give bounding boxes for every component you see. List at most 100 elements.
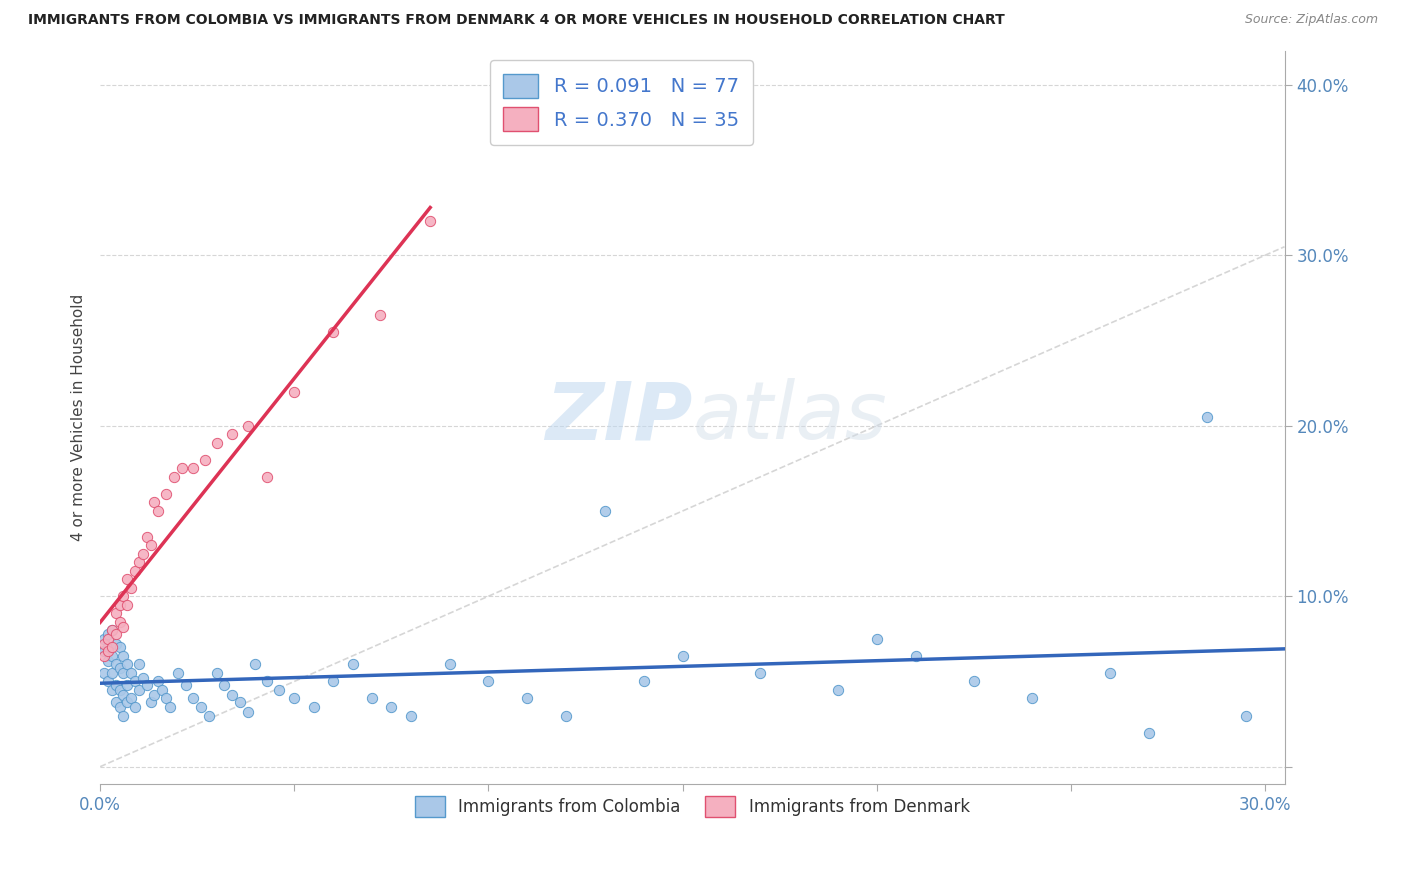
Text: Source: ZipAtlas.com: Source: ZipAtlas.com <box>1244 13 1378 27</box>
Point <box>555 708 578 723</box>
Point <box>633 674 655 689</box>
Point <box>120 581 142 595</box>
Point <box>104 695 127 709</box>
Point <box>155 691 177 706</box>
Point <box>166 665 188 680</box>
Point <box>112 648 135 663</box>
Point <box>148 674 170 689</box>
Point <box>214 678 236 692</box>
Point <box>1098 665 1121 680</box>
Point <box>150 683 173 698</box>
Point <box>124 564 146 578</box>
Point <box>198 708 221 723</box>
Point <box>419 214 441 228</box>
Point <box>143 495 166 509</box>
Point <box>132 671 155 685</box>
Point <box>256 674 278 689</box>
Point <box>101 648 124 663</box>
Point <box>322 674 344 689</box>
Point <box>236 418 259 433</box>
Point <box>342 657 364 672</box>
Point <box>108 615 131 629</box>
Point <box>827 683 849 698</box>
Point <box>93 665 115 680</box>
Point <box>205 665 228 680</box>
Point <box>155 487 177 501</box>
Point <box>104 637 127 651</box>
Point <box>439 657 461 672</box>
Point <box>112 708 135 723</box>
Point <box>128 683 150 698</box>
Point <box>236 705 259 719</box>
Point <box>112 688 135 702</box>
Point <box>866 632 889 646</box>
Point <box>183 691 205 706</box>
Point <box>283 691 305 706</box>
Point <box>108 598 131 612</box>
Point <box>322 325 344 339</box>
Point <box>205 435 228 450</box>
Point <box>221 427 243 442</box>
Point <box>101 683 124 698</box>
Point <box>516 691 538 706</box>
Point <box>97 674 120 689</box>
Point <box>97 640 120 655</box>
Point <box>117 657 139 672</box>
Point <box>112 665 135 680</box>
Point <box>112 589 135 603</box>
Point <box>267 683 290 698</box>
Point <box>229 695 252 709</box>
Point <box>112 620 135 634</box>
Point <box>93 648 115 663</box>
Point <box>256 470 278 484</box>
Point <box>1195 410 1218 425</box>
Point <box>368 308 391 322</box>
Point <box>104 678 127 692</box>
Point <box>399 708 422 723</box>
Text: IMMIGRANTS FROM COLOMBIA VS IMMIGRANTS FROM DENMARK 4 OR MORE VEHICLES IN HOUSEH: IMMIGRANTS FROM COLOMBIA VS IMMIGRANTS F… <box>28 13 1005 28</box>
Legend: Immigrants from Colombia, Immigrants from Denmark: Immigrants from Colombia, Immigrants fro… <box>405 787 980 827</box>
Point <box>593 504 616 518</box>
Point <box>904 648 927 663</box>
Point <box>135 530 157 544</box>
Point <box>97 644 120 658</box>
Point <box>97 654 120 668</box>
Point <box>128 555 150 569</box>
Point <box>221 688 243 702</box>
Point <box>283 384 305 399</box>
Point <box>93 644 115 658</box>
Point <box>117 695 139 709</box>
Point <box>170 461 193 475</box>
Point <box>97 626 120 640</box>
Point <box>93 632 115 646</box>
Point <box>963 674 986 689</box>
Point <box>1021 691 1043 706</box>
Point <box>108 640 131 655</box>
Point <box>190 700 212 714</box>
Point <box>117 598 139 612</box>
Point <box>132 547 155 561</box>
Point <box>361 691 384 706</box>
Text: atlas: atlas <box>692 378 887 456</box>
Point <box>104 607 127 621</box>
Text: ZIP: ZIP <box>546 378 692 456</box>
Point <box>245 657 267 672</box>
Point <box>1234 708 1257 723</box>
Point <box>128 657 150 672</box>
Point <box>101 624 124 638</box>
Point <box>120 665 142 680</box>
Point <box>183 461 205 475</box>
Point <box>108 700 131 714</box>
Point <box>477 674 499 689</box>
Point <box>163 470 186 484</box>
Point <box>1137 725 1160 739</box>
Point <box>104 657 127 672</box>
Point <box>101 665 124 680</box>
Y-axis label: 4 or more Vehicles in Household: 4 or more Vehicles in Household <box>72 293 86 541</box>
Point <box>117 572 139 586</box>
Point <box>159 700 181 714</box>
Point <box>135 678 157 692</box>
Point <box>124 674 146 689</box>
Point <box>749 665 772 680</box>
Point <box>302 700 325 714</box>
